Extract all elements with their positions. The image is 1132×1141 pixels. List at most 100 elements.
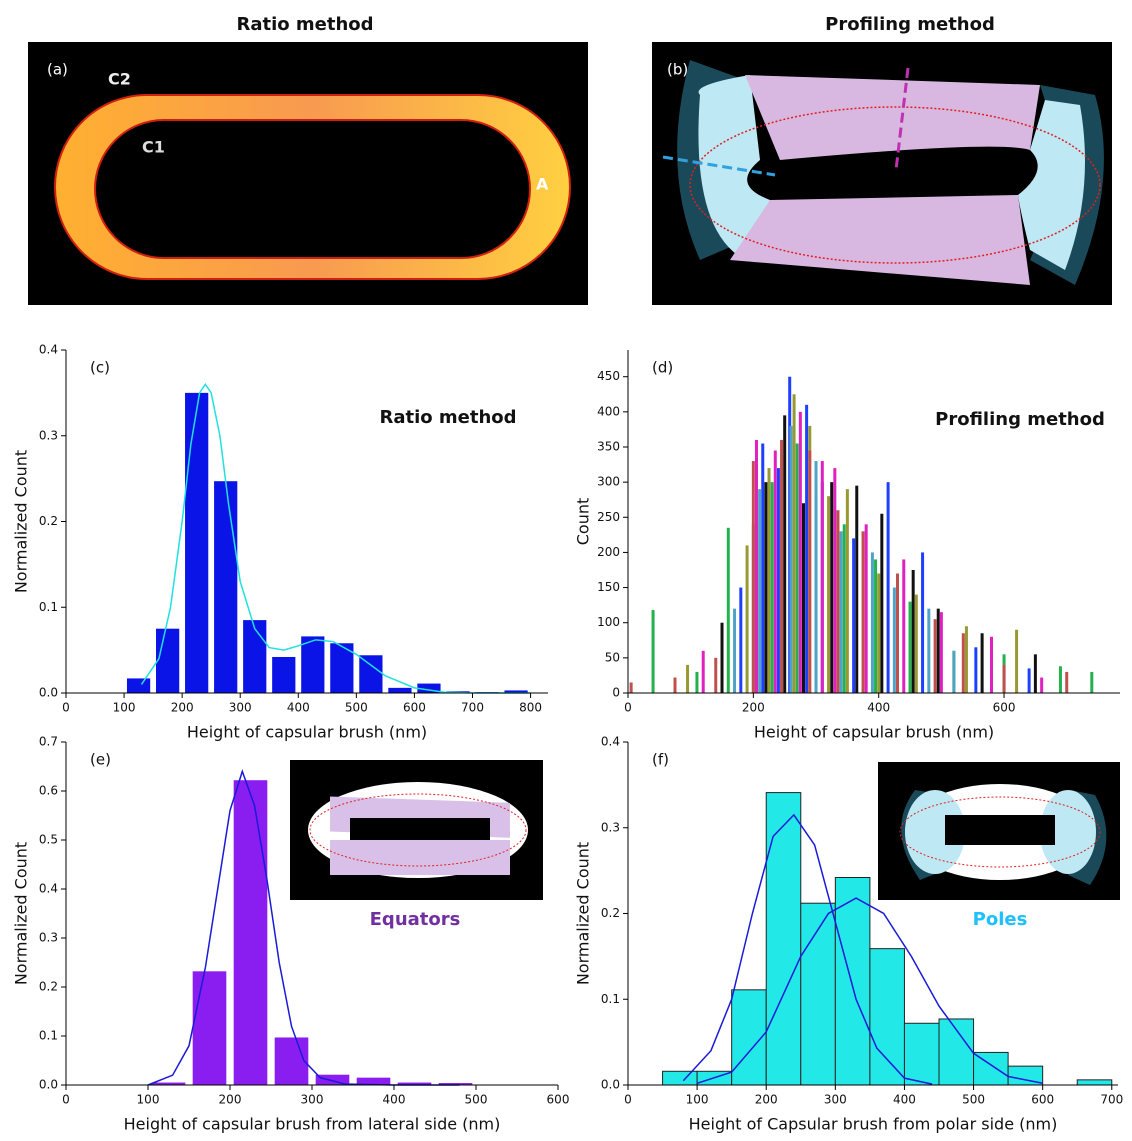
x-tick-label: 600 [1031,1093,1054,1107]
bar [780,439,784,693]
bar [805,404,809,693]
y-axis-label: Normalized Count [12,842,31,985]
bar [233,780,268,1085]
bar [1058,666,1062,693]
bar [662,1070,698,1086]
x-axis-label: Height of Capsular brush from polar side… [689,1115,1058,1134]
bar [356,1077,391,1085]
x-tick-label: 400 [893,1093,916,1107]
bar [686,664,690,693]
bar [795,443,799,693]
x-tick-label: 300 [824,1093,847,1107]
y-axis-label: Normalized Count [12,450,31,593]
bar [964,626,968,693]
panel-title: Ratio method [236,14,373,35]
bar [789,425,793,693]
bar [836,510,840,693]
bar [827,496,831,693]
bar [767,468,771,693]
bar [903,1022,940,1086]
bar [861,531,865,693]
x-tick-label: 0 [624,1093,632,1107]
y-tick-label: 0.4 [601,735,620,749]
bar [842,524,846,693]
equator [745,75,1040,160]
bar [733,608,737,693]
bar [914,594,918,693]
fit-curve [140,382,531,694]
fit-ellipse [689,106,1101,264]
bar [126,678,151,693]
y-tick-label: 200 [597,545,620,559]
fit-curve [682,813,933,1085]
x-tick-label: 300 [229,701,252,715]
x-tick-label: 700 [461,701,484,715]
y-tick-label: 250 [597,510,620,524]
x-tick-label: 200 [171,701,194,715]
panel-title: Profiling method [825,14,995,35]
bar [939,612,943,693]
bar [864,524,868,693]
x-tick-label: 500 [962,1093,985,1107]
x-tick-label: 200 [219,1093,242,1107]
x-tick-label: 0 [624,701,632,715]
bar [359,655,383,693]
y-tick-label: 450 [597,369,620,383]
x-tick-label: 0 [62,701,70,715]
bar [820,461,824,693]
y-axis-label: Count [574,498,593,546]
panel-label: (d) [652,359,673,377]
panel-label: (a) [47,61,68,79]
fit-curve [696,897,1043,1085]
x-axis-label: Height of capsular brush (nm) [754,723,994,742]
bar [936,608,940,693]
bar [870,552,874,693]
bar [714,657,718,693]
x-tick-label: 0 [62,1093,70,1107]
bar [629,682,633,693]
x-tick-label: 700 [1100,1093,1123,1107]
x-tick-label: 100 [137,1093,160,1107]
x-tick-label: 200 [742,701,765,715]
y-tick-label: 0.0 [39,1078,58,1092]
x-tick-label: 600 [993,701,1016,715]
bar [745,545,749,693]
y-tick-label: 0.0 [601,1078,620,1092]
pole [1018,100,1085,270]
bar [695,671,699,693]
bar [792,394,796,693]
profile-line [894,67,910,171]
fit-curve [147,769,460,1086]
bar [961,633,965,693]
bar [952,650,956,693]
label-c2: C2 [108,70,131,89]
bar [886,482,890,693]
y-tick-label: 50 [605,650,620,664]
equator [730,195,1030,285]
y-tick-label: 0.1 [601,992,620,1006]
x-tick-label: 500 [465,1093,488,1107]
bar [1027,668,1031,693]
y-axis-label: Normalized Count [574,842,593,985]
panel-label: (c) [90,359,110,377]
bar [243,620,267,693]
y-tick-label: 0.5 [39,833,58,847]
y-tick-label: 0.4 [39,882,58,896]
y-tick-label: 0.6 [39,784,58,798]
y-tick-label: 400 [597,404,620,418]
y-tick-label: 0.3 [39,931,58,945]
x-tick-label: 600 [403,701,426,715]
bar [758,489,762,693]
inset-label: Poles [973,909,1028,930]
y-tick-label: 150 [597,580,620,594]
label-a: A [536,175,549,194]
bar [1090,671,1094,693]
bar [834,876,871,1086]
y-tick-label: 0 [612,686,620,700]
bar [974,647,978,693]
x-tick-label: 800 [519,701,542,715]
bar [980,633,984,693]
x-tick-label: 400 [867,701,890,715]
bar [701,650,705,693]
